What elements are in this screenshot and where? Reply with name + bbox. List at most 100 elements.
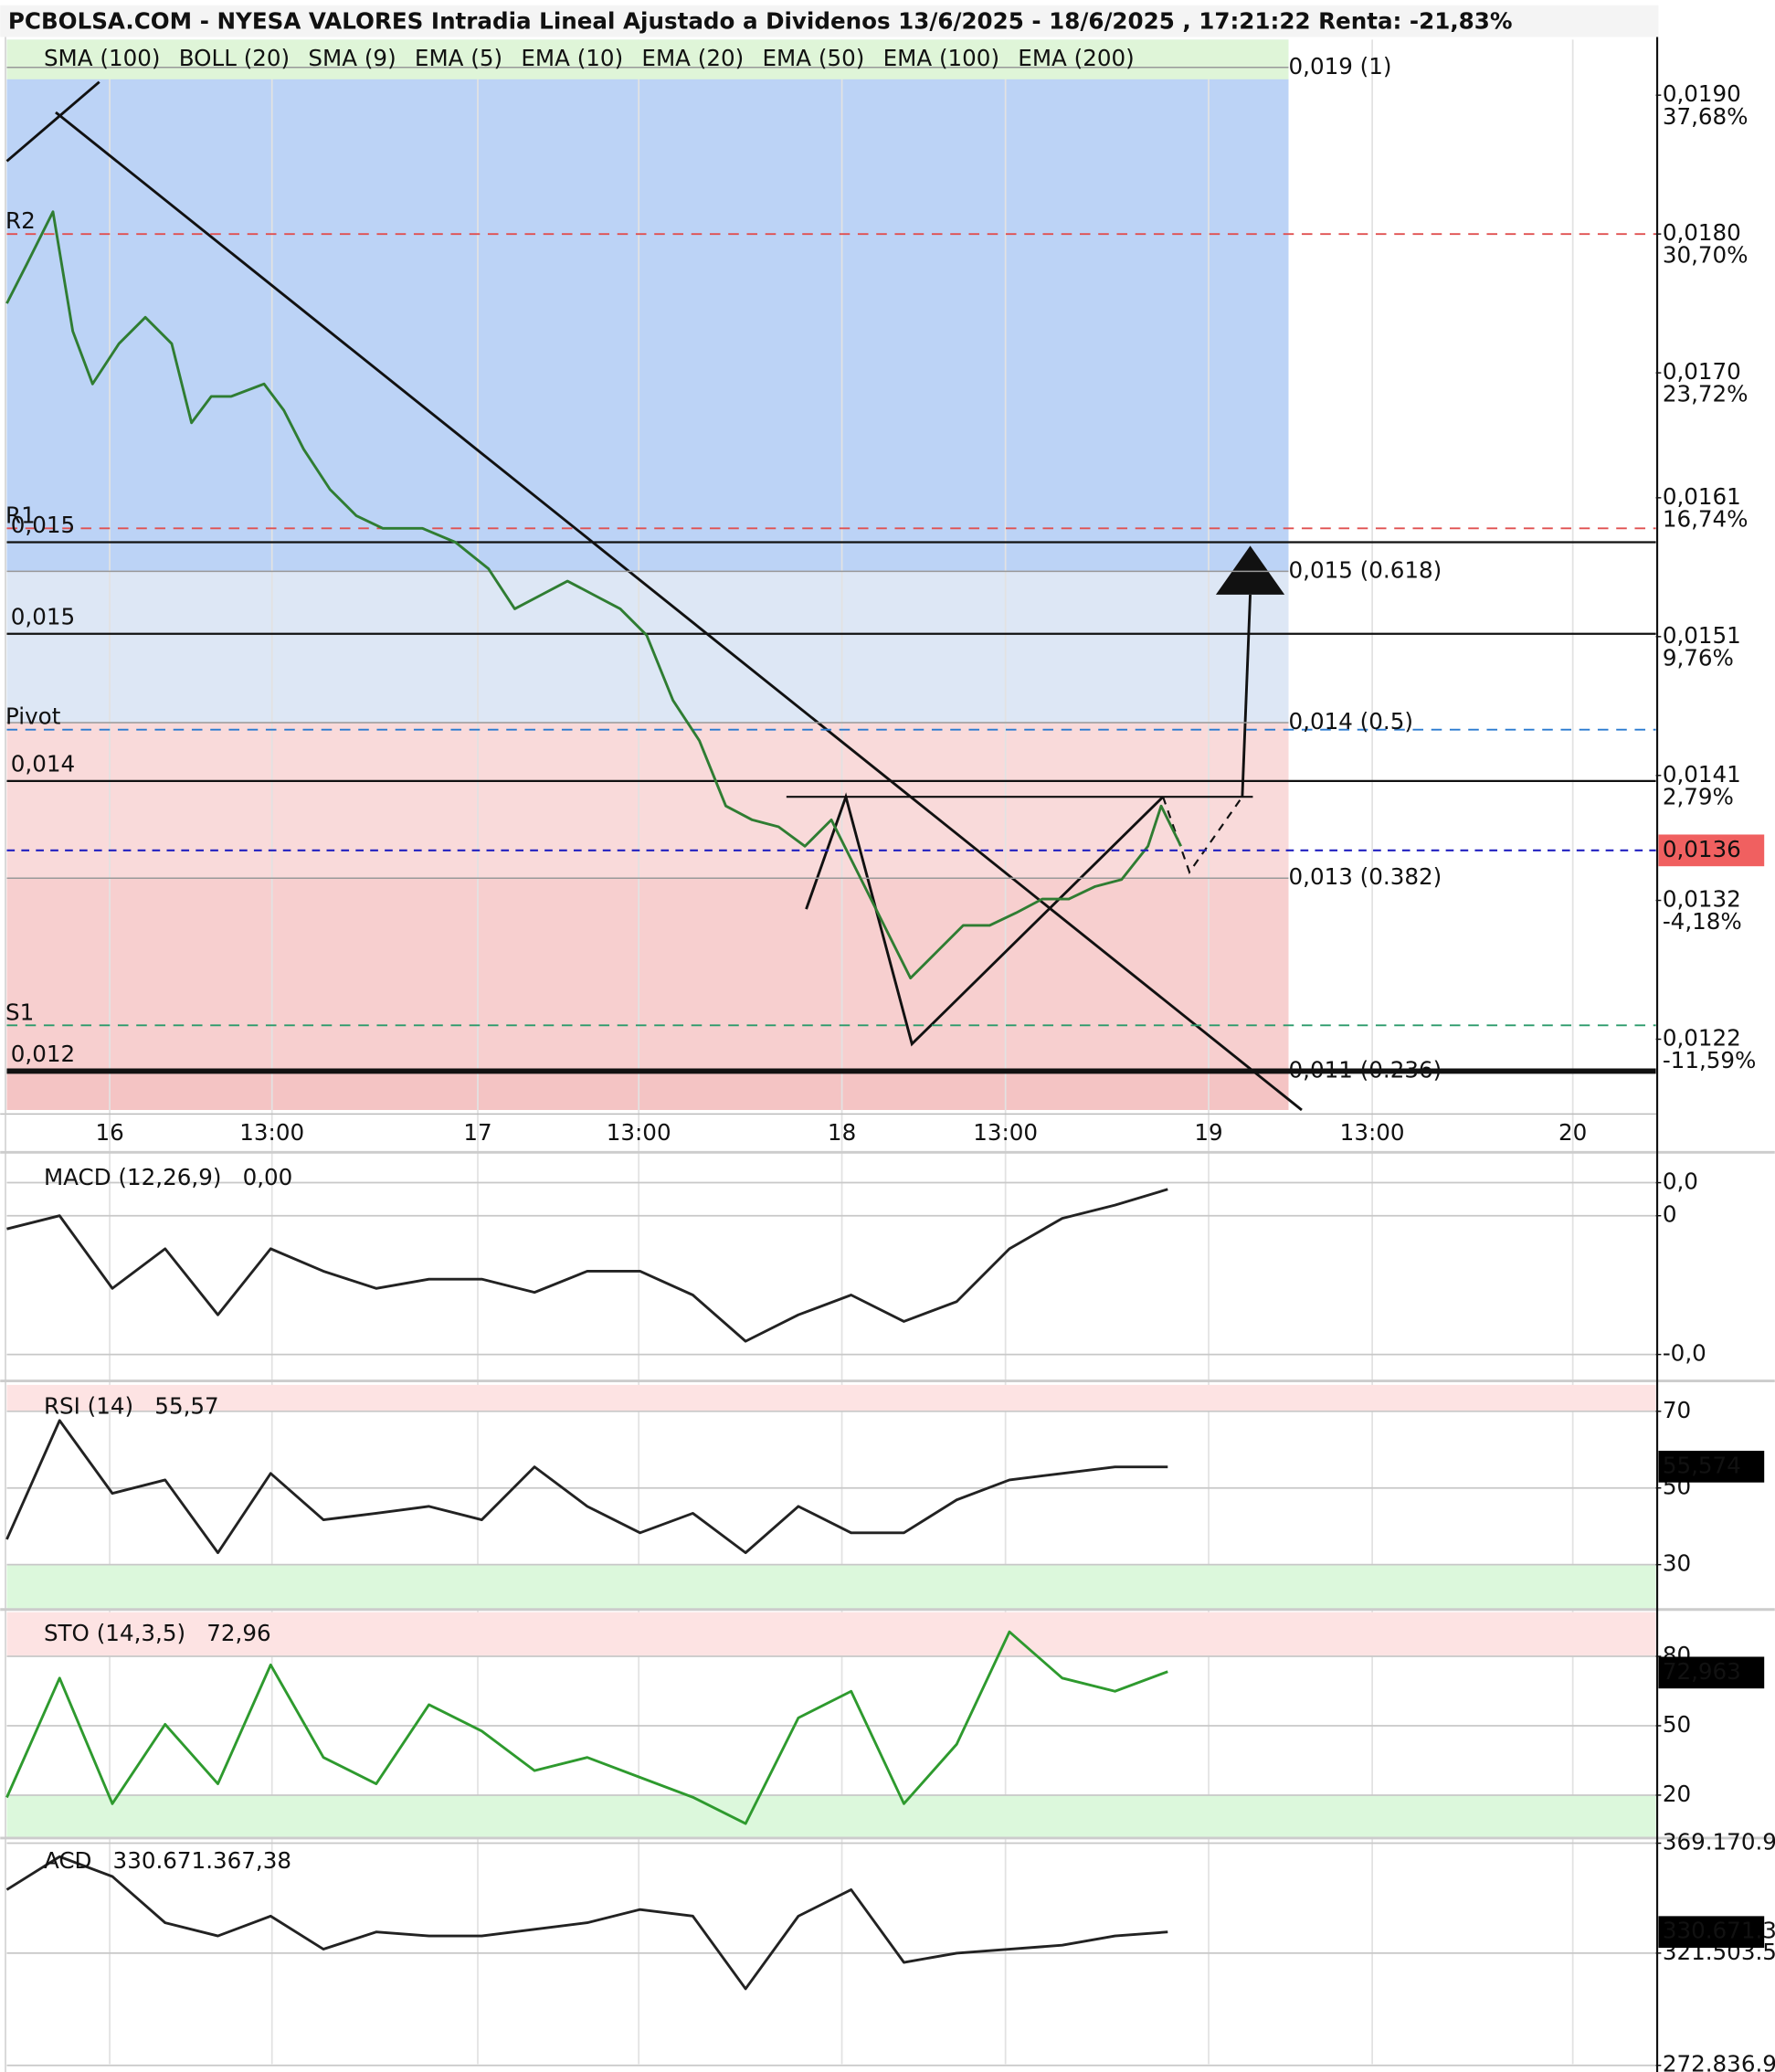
panel-title: RSI (14) (44, 1392, 133, 1419)
x-tick-label: 13:00 (239, 1119, 304, 1146)
x-tick-label: 19 (1194, 1119, 1222, 1146)
panel-value: 0,00 (243, 1164, 293, 1190)
y-tick-label: -0,0 (1663, 1340, 1706, 1367)
last-value-label: 0,0136 (1663, 836, 1741, 862)
legend-entry: SMA (9) (308, 45, 396, 71)
title-background (0, 5, 1659, 37)
legend-entry: EMA (200) (1018, 45, 1134, 71)
fib-zone (6, 39, 1289, 572)
legend-entry: EMA (100) (883, 45, 999, 71)
pivot-label: Pivot (5, 703, 61, 730)
fib-label: 0,019 (1) (1288, 53, 1391, 79)
x-tick-label: 20 (1558, 1119, 1587, 1146)
x-tick-label: 13:00 (607, 1119, 671, 1146)
page-title: PCBOLSA.COM - NYESA VALORES Intradia Lin… (8, 8, 1513, 35)
pivot-label: S1 (5, 999, 34, 1025)
y-tick-label: 20 (1663, 1781, 1691, 1807)
x-tick-label: 16 (95, 1119, 123, 1146)
series-line (5, 1630, 1168, 1825)
last-value-tag (1658, 1450, 1765, 1483)
oversold-band (6, 1564, 1656, 1610)
y-tick-label: 0,0180 (1663, 219, 1741, 246)
series-line (5, 1855, 1168, 1991)
last-value-tag (1658, 834, 1765, 867)
x-tick-label: 18 (828, 1119, 856, 1146)
background-layer (6, 39, 1656, 2067)
foreground-layer: PCBOLSA.COM - NYESA VALORES Intradia Lin… (0, 5, 1775, 2072)
level-label: 0,015 (11, 603, 75, 629)
y-tick-label: 50 (1663, 1711, 1691, 1738)
series-line (5, 1419, 1168, 1555)
y-tick-label: 369.170.9 (1663, 1829, 1775, 1855)
fib-zone (6, 1071, 1289, 1110)
fib-label: 0,014 (0.5) (1288, 708, 1412, 735)
percent-label: 9,76% (1663, 644, 1734, 671)
legend-entry: BOLL (20) (179, 45, 290, 71)
legend-background (6, 39, 1289, 79)
legend-entry: EMA (10) (521, 45, 623, 71)
percent-label: -11,59% (1663, 1047, 1757, 1073)
last-value-tag (1658, 1656, 1765, 1689)
legend-entry: SMA (100) (44, 45, 161, 71)
percent-label: 37,68% (1663, 103, 1749, 130)
last-value-label: 330.671.3 (1663, 1918, 1775, 1944)
last-value-label: 72,963 (1663, 1658, 1741, 1685)
y-tick-label: 70 (1663, 1397, 1691, 1423)
pattern-line (805, 792, 1165, 1047)
percent-label: 30,70% (1663, 242, 1749, 269)
legend-entry: EMA (20) (641, 45, 744, 71)
series-line (5, 210, 1183, 980)
overbought-band (6, 1384, 1656, 1411)
projection-line (1162, 796, 1243, 874)
x-tick-label: 13:00 (1340, 1119, 1405, 1146)
fib-zone (6, 878, 1289, 1072)
x-tick-label: 17 (463, 1119, 491, 1146)
fib-label: 0,015 (0.618) (1288, 556, 1442, 583)
y-tick-label: 0,0161 (1663, 483, 1741, 510)
pivot-label: R1 (5, 502, 36, 528)
last-value-label: 55,574 (1663, 1452, 1741, 1478)
series-line (6, 1188, 1168, 1343)
y-tick-label: 0,0151 (1663, 622, 1741, 649)
panel-title: ACD (44, 1847, 91, 1874)
legend-entry: EMA (5) (415, 45, 502, 71)
y-tick-label: 0 (1663, 1201, 1677, 1228)
panel-value: 72,96 (206, 1620, 270, 1646)
level-label: 0,014 (11, 750, 75, 777)
y-tick-label: 0,0 (1663, 1168, 1698, 1195)
y-tick-label: 272.836.9 (1663, 2051, 1775, 2072)
level-label: 0,012 (11, 1041, 75, 1067)
panel-title: MACD (12,26,9) (44, 1164, 221, 1190)
target-arrow-head (1215, 545, 1285, 595)
x-tick-label: 13:00 (973, 1119, 1038, 1146)
panel-value: 55,57 (154, 1392, 218, 1419)
percent-label: 16,74% (1663, 505, 1749, 532)
percent-label: -4,18% (1663, 908, 1742, 935)
legend-entry: EMA (50) (763, 45, 865, 71)
last-value-tag (1658, 1916, 1765, 1949)
y-tick-label: 0,0122 (1663, 1025, 1741, 1052)
fib-label: 0,013 (0.382) (1288, 863, 1442, 890)
y-tick-label: 30 (1663, 1550, 1691, 1577)
target-arrow (1241, 594, 1252, 798)
percent-label: 2,79% (1663, 783, 1734, 809)
trend-line (55, 111, 1303, 1112)
y-tick-label: 0,0170 (1663, 358, 1741, 385)
trend-line (5, 80, 100, 163)
pivot-label: R2 (5, 207, 36, 234)
oversold-band (6, 1794, 1656, 1837)
y-tick-label: 0,0132 (1663, 886, 1741, 913)
percent-label: 23,72% (1663, 381, 1749, 407)
annotation-layer (0, 37, 1775, 2072)
y-tick-label: 0,0141 (1663, 761, 1741, 788)
panel-title: STO (14,3,5) (44, 1620, 185, 1646)
y-tick-label: 0,0190 (1663, 80, 1741, 107)
panel-value: 330.671.367,38 (113, 1847, 291, 1874)
fib-zone (6, 723, 1289, 879)
fib-label: 0,011 (0.236) (1288, 1056, 1442, 1083)
level-label: 0,015 (11, 512, 75, 538)
fib-zone (6, 571, 1289, 724)
overbought-band (6, 1612, 1656, 1657)
